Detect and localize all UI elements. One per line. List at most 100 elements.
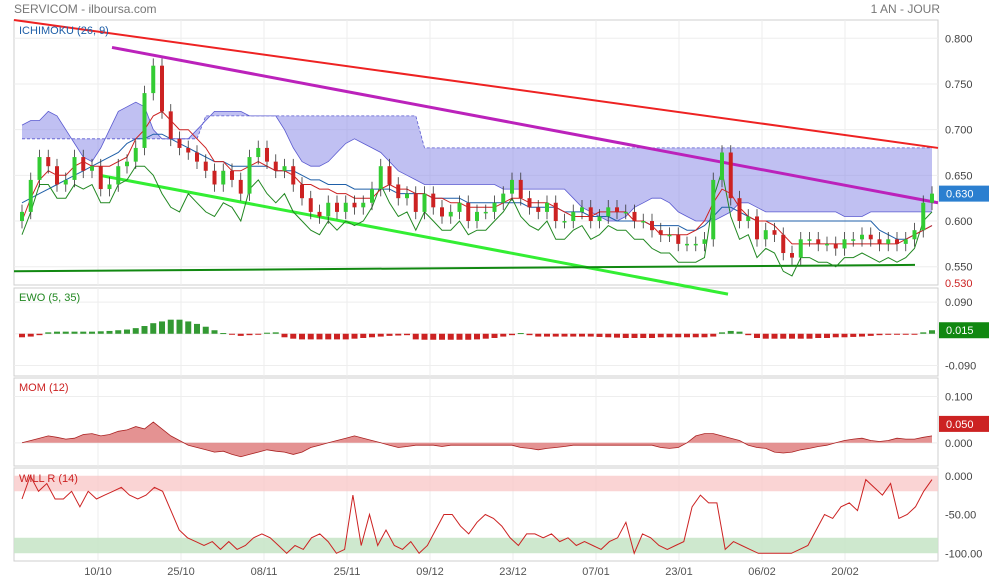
ewo-bar (736, 331, 743, 334)
candle-body (221, 170, 226, 185)
ewo-bar (929, 330, 935, 334)
x-tick-label: 25/10 (167, 566, 195, 578)
candle-body (746, 216, 751, 222)
ewo-bar (885, 333, 892, 335)
ewo-bar (115, 330, 122, 334)
x-tick-label: 06/02 (748, 566, 776, 578)
ewo-bar (316, 333, 323, 340)
oversold-band (14, 537, 938, 554)
candle-body (230, 170, 234, 180)
ewo-bar (911, 333, 918, 335)
candle-body (807, 239, 812, 241)
candle-body (711, 179, 716, 240)
ewo-bar (552, 333, 559, 337)
candle-body (720, 152, 724, 180)
candle-body (151, 65, 156, 94)
candle-body (98, 166, 103, 190)
candle-body (256, 147, 261, 158)
candle-body (877, 239, 882, 244)
ewo-bar (54, 331, 60, 334)
ewo-bar (80, 331, 87, 334)
ewo-bar (132, 328, 139, 334)
candle-body (326, 202, 331, 217)
ewo-bar (710, 333, 717, 337)
ewo-bar (482, 333, 489, 339)
ewo-bar (544, 333, 550, 337)
candle-body (195, 152, 199, 162)
candle-body (466, 202, 471, 222)
panel-frame (13, 377, 939, 467)
candle-body (212, 170, 217, 185)
x-tick-label: 23/01 (665, 566, 693, 578)
candle-body (842, 239, 847, 249)
ewo-bar (894, 333, 900, 335)
candle-body (90, 166, 94, 171)
candle-body (615, 207, 619, 212)
candle-body (203, 161, 208, 171)
candle-body (265, 147, 269, 162)
candle-body (133, 147, 138, 162)
ewo-bar (229, 333, 235, 335)
panel-frame (13, 19, 939, 286)
candle-body (247, 157, 252, 194)
candle-body (798, 239, 803, 258)
ewo-bar (237, 333, 244, 336)
candle-body (37, 157, 42, 180)
y-tick-label: 0.600 (945, 216, 973, 228)
ewo-bar (622, 333, 629, 338)
candle-body (676, 234, 681, 244)
ewo-bar (754, 333, 760, 338)
ewo-bar (159, 321, 165, 334)
panel-title-mom: MOM (12) (19, 382, 69, 394)
ewo-bar (815, 333, 822, 338)
candle-body (693, 243, 698, 246)
ewo-bar (246, 333, 253, 336)
willr-line (21, 474, 933, 555)
candle-body (588, 207, 593, 222)
ewo-bar (211, 330, 218, 334)
candle-body (667, 234, 672, 237)
candle-body (483, 211, 488, 214)
ewo-bar (727, 330, 734, 334)
candle-body (431, 193, 436, 208)
candle-body (28, 179, 33, 212)
candle-body (527, 198, 532, 208)
ewo-bar (806, 333, 813, 339)
chart-period: 1 AN - JOUR (870, 2, 940, 16)
ichimoku-cloud (22, 102, 932, 221)
y-tick-label: -100.00 (945, 548, 982, 560)
last-price-label: 0.630 (946, 189, 974, 201)
ewo-bar (386, 333, 393, 336)
ewo-bar (640, 333, 647, 338)
ewo-bar (369, 333, 375, 338)
ewo-bar (631, 333, 638, 338)
ewo-bar (456, 333, 463, 340)
ewo-bar (71, 331, 78, 334)
x-tick-label: 10/10 (84, 566, 112, 578)
panel-frame (13, 467, 939, 562)
candle-body (282, 166, 287, 171)
candle-body (763, 230, 768, 240)
ewo-bar (920, 332, 927, 334)
ewo-bar (106, 330, 113, 334)
candle-body (273, 161, 278, 171)
ewo-bar (570, 333, 577, 337)
ewo-bar (701, 333, 708, 338)
y-tick-label: -0.090 (945, 360, 976, 372)
candle-body (72, 157, 77, 180)
candle-body (440, 207, 444, 217)
chart-title: SERVICOM - ilboursa.com (14, 2, 157, 16)
ewo-bar (649, 333, 655, 338)
chikou-line (21, 165, 933, 277)
ewo-bar (185, 321, 192, 334)
panel-title-ewo: EWO (5, 35) (19, 292, 80, 304)
ewo-bar (509, 333, 515, 336)
ewo-bar (62, 331, 69, 334)
candle-body (772, 230, 777, 235)
candle-body (46, 157, 51, 167)
ewo-bar (596, 333, 603, 337)
kijun-line (21, 133, 933, 240)
ewo-bar (614, 333, 620, 338)
y-tick-label: 0.650 (945, 170, 973, 182)
ewo-bar (745, 333, 752, 336)
